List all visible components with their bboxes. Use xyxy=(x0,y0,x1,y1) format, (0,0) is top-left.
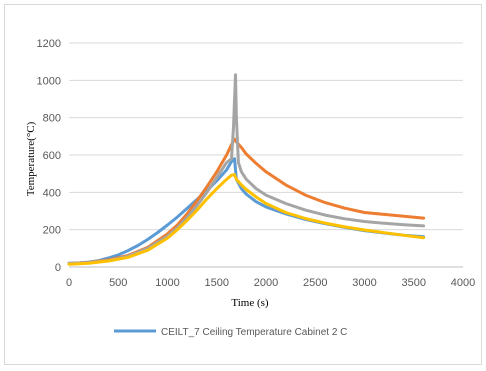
gridlines xyxy=(69,42,463,231)
y-tick-label: 400 xyxy=(43,187,61,199)
series-line-1 xyxy=(67,157,426,265)
series-line-2 xyxy=(67,137,426,266)
x-tick-label: 3500 xyxy=(402,277,426,289)
series-line-3 xyxy=(67,73,426,266)
x-tick-label: 500 xyxy=(109,277,127,289)
chart-frame: 0 200 400 600 800 1000 1200 0 500 1000 1500 2000 25… xyxy=(4,4,482,365)
x-tick-label: 2500 xyxy=(303,277,327,289)
y-tick-label: 800 xyxy=(43,113,61,125)
x-tick-label: 1000 xyxy=(155,277,179,289)
y-tick-label: 1000 xyxy=(37,75,61,87)
x-tick-label: 0 xyxy=(66,277,72,289)
line-chart: 0 200 400 600 800 1000 1200 0 500 1000 1500 2000 25… xyxy=(25,38,475,338)
x-tick-labels: 0 500 1000 1500 2000 2500 3000 3500 4000 xyxy=(66,277,475,289)
series-line-4 xyxy=(67,173,426,266)
legend-label: CEILT_7 Ceiling Temperature Cabinet 2 C xyxy=(161,327,347,338)
x-tick-label: 1500 xyxy=(205,277,229,289)
x-tick-label: 2000 xyxy=(254,277,278,289)
y-tick-label: 0 xyxy=(55,262,61,274)
y-tick-labels: 0 200 400 600 800 1000 1200 xyxy=(37,38,61,274)
x-tick-label: 3000 xyxy=(352,277,376,289)
x-tick-label: 4000 xyxy=(451,277,475,289)
legend: CEILT_7 Ceiling Temperature Cabinet 2 C xyxy=(114,327,347,338)
y-tick-label: 1200 xyxy=(37,38,61,50)
y-tick-label: 200 xyxy=(43,225,61,237)
y-axis-title: Temperature(°C) xyxy=(25,121,37,196)
y-tick-label: 600 xyxy=(43,150,61,162)
series-lines xyxy=(67,73,426,266)
x-axis-title: Time (s) xyxy=(231,297,269,309)
